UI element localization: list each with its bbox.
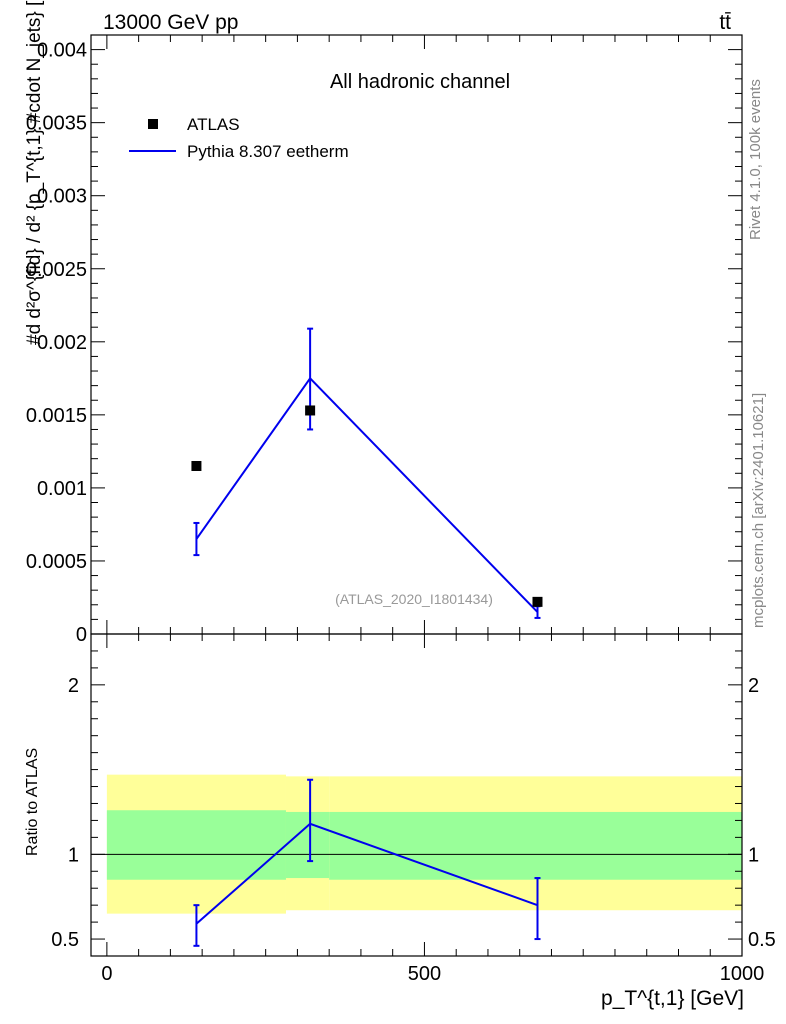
uncertainty-band-green (329, 811, 742, 880)
ratio-y-tick-label-right: 0.5 (748, 929, 776, 951)
y-tick-label: 0.004 (37, 40, 87, 62)
process-label: tt̄ (719, 11, 731, 34)
x-tick-label: 0 (101, 963, 112, 985)
legend-pythia-label: Pythia 8.307 eetherm (187, 142, 349, 161)
y-tick-label: 0.002 (37, 332, 87, 354)
ratio-y-tick-label-left: 0.5 (51, 929, 79, 951)
uncertainty-band-green (106, 810, 286, 880)
x-axis-label: p_T^{t,1} [GeV] (601, 987, 744, 1010)
atlas-data-marker (532, 596, 543, 607)
ratio-y-tick-label-right: 1 (748, 844, 759, 866)
y-tick-label: 0 (76, 624, 87, 646)
y-tick-label: 0.003 (37, 186, 87, 208)
main-panel: 0 0.0005 0.001 0.0015 0.002 0.0025 0.003 0.0035… (24, 0, 743, 646)
uncertainty-band-green (285, 811, 330, 879)
rivet-version-label: Rivet 4.1.0, 100k events (747, 79, 764, 240)
y-axis-label: #d d²σ^{fid} / d² {p_T^{t,1} #cdot N_jet… (24, 0, 45, 345)
x-tick-label: 500 (408, 963, 441, 985)
atlas-data-marker (191, 460, 202, 471)
legend-atlas-label: ATLAS (187, 115, 240, 134)
plot-title: All hadronic channel (330, 71, 510, 93)
ratio-y-tick-label-right: 2 (748, 675, 759, 697)
ratio-y-tick-label-left: 1 (68, 844, 79, 866)
analysis-id-watermark: (ATLAS_2020_I1801434) (335, 591, 493, 607)
ratio-y-axis-label: Ratio to ATLAS (24, 748, 41, 856)
ratio-y-tick-label-left: 2 (68, 675, 79, 697)
atlas-data-marker (305, 405, 316, 416)
collision-energy-label: 13000 GeV pp (103, 11, 238, 34)
y-tick-label: 0.001 (37, 478, 87, 500)
pythia-series-line (195, 376, 539, 613)
y-tick-label: 0.0025 (26, 259, 87, 281)
ratio-panel: 0 500 1000 0.5 0.5 1 1 2 2 Ratio to ATLAS p_T^{t,1… (24, 633, 776, 1010)
x-tick-label: 1000 (720, 963, 765, 985)
mcplots-source-label: mcplots.cern.ch [arXiv:2401.10621] (750, 393, 767, 628)
y-tick-label: 0.0005 (26, 551, 87, 573)
ratio-plot-frame (90, 633, 743, 957)
legend-atlas-marker (148, 119, 158, 129)
y-tick-label: 0.0015 (26, 405, 87, 427)
y-tick-label: 0.0035 (26, 113, 87, 135)
